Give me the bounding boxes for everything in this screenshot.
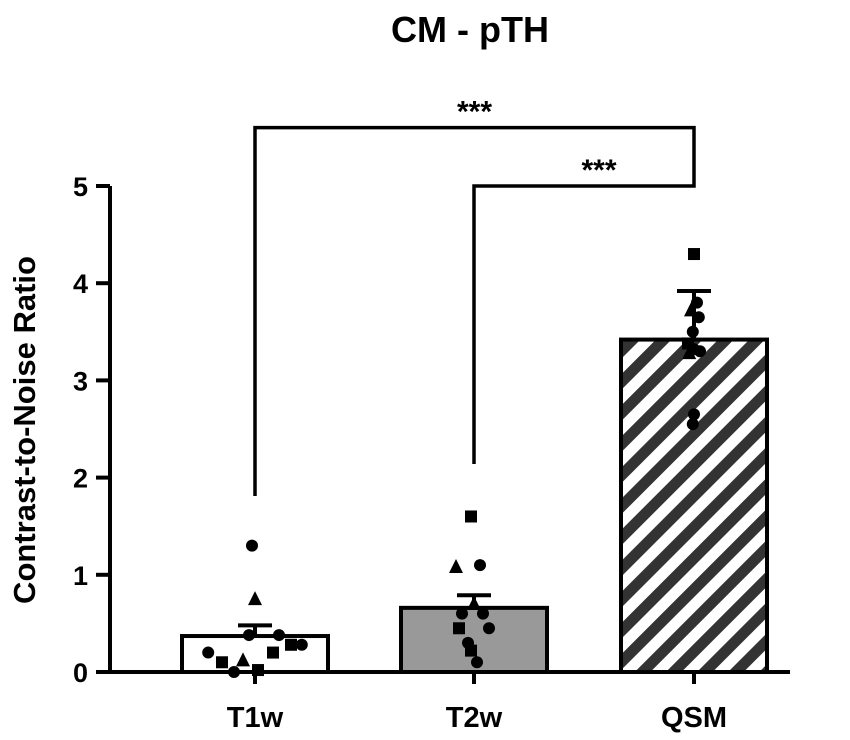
significance-bracket-1: [253, 125, 696, 496]
bar-QSM: [619, 337, 769, 674]
point-QSM-2: [691, 296, 703, 309]
y-tick-label-3: 3: [73, 366, 88, 396]
significance-label-2: ***: [581, 154, 616, 187]
point-T2w-2: [449, 559, 463, 574]
plot-area: 0 1 2 3 4 5 T1w T2w QSM *** ***: [73, 96, 790, 734]
point-T1w-3: [228, 666, 240, 678]
point-T2w-6: [477, 607, 489, 620]
point-T1w-6: [248, 591, 262, 606]
point-QSM-4: [692, 311, 705, 324]
point-T1w-1: [202, 646, 215, 659]
point-QSM-10: [688, 408, 700, 421]
point-T2w-10: [465, 644, 477, 657]
y-tick-label-2: 2: [73, 464, 88, 494]
x-tick-label-QSM: QSM: [661, 702, 727, 734]
point-T2w-1: [465, 510, 477, 523]
point-T1w-11: [285, 638, 297, 651]
point-QSM-11: [686, 418, 699, 431]
y-tick-label-0: 0: [73, 658, 88, 688]
x-tick-label-T1w: T1w: [227, 702, 284, 734]
point-T1w-8: [243, 629, 255, 642]
point-T2w-11: [471, 656, 483, 669]
y-tick-label-1: 1: [73, 561, 88, 591]
y-axis-label: Contrast-to-Noise Ratio: [7, 256, 42, 604]
x-tick-label-T2w: T2w: [446, 702, 503, 734]
point-T1w-4: [236, 652, 250, 667]
point-T1w-12: [295, 638, 308, 651]
point-QSM-3: [684, 302, 698, 317]
point-T2w-7: [453, 622, 465, 635]
point-T1w-7: [252, 664, 264, 677]
y-tick-label-4: 4: [73, 269, 88, 299]
point-QSM-9: [682, 345, 697, 360]
significance-label-1: ***: [457, 96, 492, 129]
point-QSM-8: [694, 345, 706, 358]
point-T2w-5: [456, 607, 468, 620]
point-QSM-1: [688, 248, 700, 261]
chart-title: CM - pTH: [391, 9, 549, 50]
y-tick-label-5: 5: [73, 172, 88, 202]
point-T2w-3: [474, 559, 486, 572]
point-QSM-5: [686, 325, 699, 338]
point-T1w-9: [267, 646, 279, 659]
point-T2w-4: [467, 595, 481, 610]
significance-bracket-2: [472, 155, 696, 464]
point-T2w-8: [483, 622, 495, 635]
point-T1w-5: [246, 539, 258, 552]
point-T1w-10: [273, 629, 285, 642]
point-T1w-2: [216, 656, 228, 669]
